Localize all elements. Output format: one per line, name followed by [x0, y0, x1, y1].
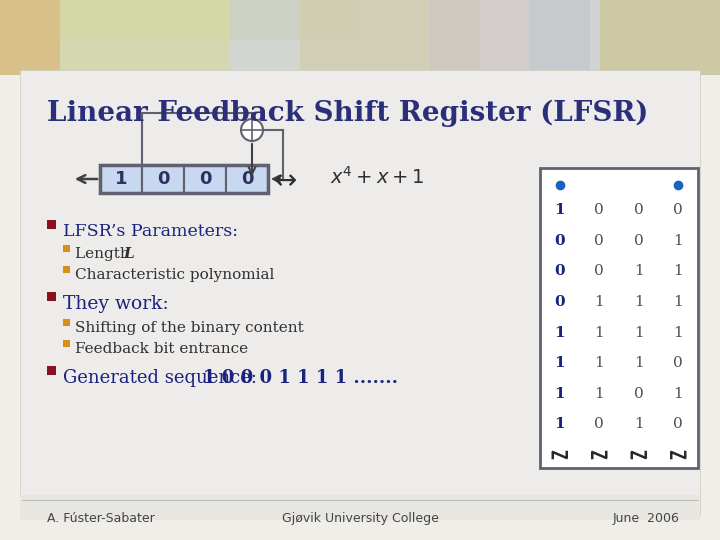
Text: 1: 1: [595, 295, 604, 309]
Text: 1: 1: [634, 356, 644, 370]
Bar: [100, 165, 142, 193]
Text: 0: 0: [673, 356, 683, 370]
Text: 1: 1: [114, 170, 127, 188]
Bar: [540, 168, 698, 468]
Bar: [300, 0, 480, 75]
Bar: [0, 0, 60, 75]
Bar: [60, 0, 230, 75]
Text: 0: 0: [157, 170, 169, 188]
Text: Feedback bit entrance: Feedback bit entrance: [75, 342, 248, 356]
Text: 0: 0: [595, 234, 604, 248]
Bar: [47, 292, 56, 301]
Text: 1: 1: [554, 326, 565, 340]
Text: 1: 1: [634, 326, 644, 340]
Text: Gjøvik University College: Gjøvik University College: [282, 512, 438, 525]
Text: 0: 0: [634, 387, 644, 401]
Bar: [63, 266, 70, 273]
Bar: [63, 245, 70, 252]
Text: 1: 1: [634, 265, 644, 279]
Text: 1: 1: [673, 234, 683, 248]
Text: 0: 0: [199, 170, 211, 188]
Text: 0: 0: [634, 234, 644, 248]
Bar: [600, 0, 720, 75]
Bar: [60, 0, 360, 40]
Text: 0: 0: [673, 417, 683, 431]
Text: 0: 0: [554, 265, 565, 279]
Text: 1: 1: [595, 356, 604, 370]
Text: Shifting of the binary content: Shifting of the binary content: [75, 321, 304, 335]
Text: Generated sequence:: Generated sequence:: [63, 369, 263, 387]
Text: 1: 1: [634, 417, 644, 431]
Text: 0: 0: [595, 265, 604, 279]
Bar: [530, 0, 720, 75]
Text: 1: 1: [673, 265, 683, 279]
Bar: [20, 70, 700, 515]
Text: 1: 1: [634, 295, 644, 309]
Bar: [226, 165, 268, 193]
Text: 1: 1: [673, 387, 683, 401]
Bar: [47, 366, 56, 375]
Text: 1: 1: [595, 326, 604, 340]
Text: 1 0 0 0 1 1 1 1 .......: 1 0 0 0 1 1 1 1 .......: [203, 369, 398, 387]
Text: LFSR’s Parameters:: LFSR’s Parameters:: [63, 223, 238, 240]
Text: 0: 0: [634, 203, 644, 217]
Text: Characteristic polynomial: Characteristic polynomial: [75, 268, 274, 282]
Text: 0: 0: [595, 417, 604, 431]
Text: Linear Feedback Shift Register (LFSR): Linear Feedback Shift Register (LFSR): [47, 100, 649, 127]
Bar: [430, 0, 590, 75]
Text: 1: 1: [554, 417, 565, 431]
Text: 1: 1: [554, 356, 565, 370]
Text: 1: 1: [554, 387, 565, 401]
Circle shape: [241, 119, 263, 141]
Bar: [47, 220, 56, 229]
Text: Length: Length: [75, 247, 140, 261]
Text: 0: 0: [554, 295, 565, 309]
Text: 0: 0: [595, 203, 604, 217]
Bar: [230, 0, 430, 75]
Text: $x^4+x+1$: $x^4+x+1$: [330, 166, 424, 188]
Text: 0: 0: [240, 170, 253, 188]
Bar: [184, 165, 226, 193]
Text: L: L: [123, 247, 134, 261]
Text: 1: 1: [673, 326, 683, 340]
Text: 1: 1: [554, 203, 565, 217]
Text: June  2006: June 2006: [613, 512, 680, 525]
Bar: [20, 495, 700, 520]
Bar: [100, 165, 268, 193]
Text: 1: 1: [595, 387, 604, 401]
Text: 1: 1: [673, 295, 683, 309]
Bar: [142, 165, 184, 193]
Text: A. Fúster-Sabater: A. Fúster-Sabater: [47, 512, 155, 525]
Bar: [63, 340, 70, 347]
Bar: [60, 0, 720, 75]
Text: They work:: They work:: [63, 295, 168, 313]
Text: $\leftrightarrow$: $\leftrightarrow$: [269, 165, 297, 193]
Text: 0: 0: [554, 234, 565, 248]
Bar: [63, 319, 70, 326]
Text: 0: 0: [673, 203, 683, 217]
